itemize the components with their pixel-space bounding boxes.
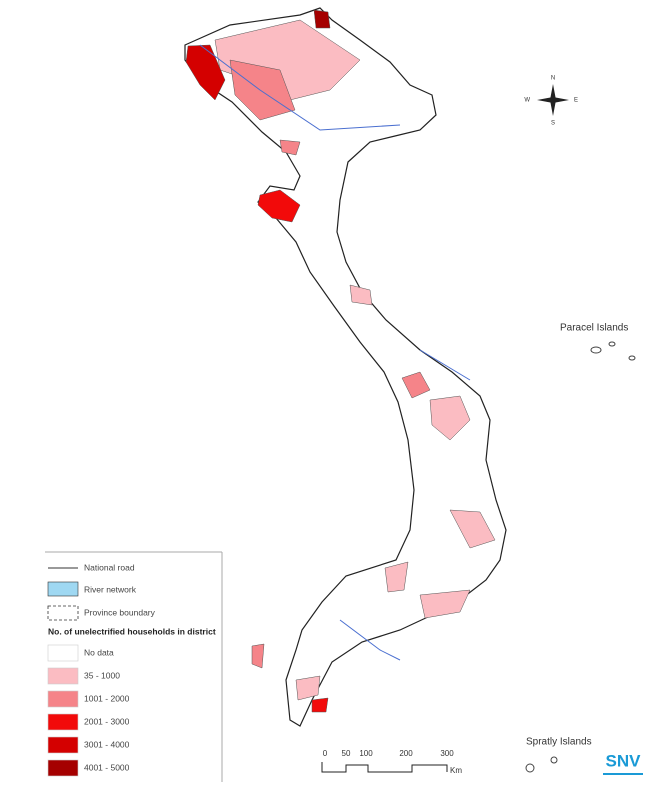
district — [257, 189, 301, 223]
legend: National road River network Province bou… — [45, 551, 223, 782]
compass: N S E W — [524, 76, 578, 127]
district — [295, 675, 321, 701]
river — [419, 349, 471, 381]
scale-label: 100 — [359, 749, 373, 758]
compass-label: E — [574, 98, 578, 104]
district — [229, 59, 296, 121]
legend-swatch — [47, 644, 79, 662]
island — [628, 355, 636, 361]
legend-swatch — [47, 713, 79, 731]
district — [185, 44, 226, 101]
legend-label: National road — [84, 562, 135, 572]
legend-swatch — [47, 605, 79, 621]
scale-line — [321, 762, 448, 773]
legend-label: 35 - 1000 — [84, 670, 120, 680]
scale-bar: 0 50 100 200 300 Km — [321, 749, 462, 775]
scale-label: 200 — [399, 749, 413, 758]
district — [419, 589, 471, 619]
legend-title: No. of unelectrified households in distr… — [48, 626, 216, 636]
district — [401, 371, 431, 399]
island — [590, 346, 602, 354]
river — [199, 44, 401, 131]
island — [608, 341, 616, 347]
legend-label: Province boundary — [84, 607, 156, 617]
rivers — [199, 44, 471, 661]
legend-classes: No data 35 - 1000 1001 - 2000 2001 - 3000 30… — [47, 644, 130, 777]
legend-swatch — [47, 759, 79, 777]
district — [251, 643, 265, 669]
scale-label: 0 — [323, 749, 328, 758]
district — [384, 561, 409, 593]
district — [313, 9, 331, 29]
district — [449, 509, 496, 549]
island-label: Spratly Islands — [526, 737, 592, 748]
legend-label: 3001 - 4000 — [84, 739, 130, 749]
legend-swatch — [47, 667, 79, 685]
scale-unit: Km — [450, 766, 462, 775]
legend-label: No data — [84, 647, 114, 657]
scale-label: 50 — [342, 749, 351, 758]
district — [279, 139, 301, 156]
islands — [525, 341, 636, 773]
legend-label: 4001 - 5000 — [84, 762, 130, 772]
legend-label: 1001 - 2000 — [84, 693, 130, 703]
island — [525, 763, 535, 773]
legend-swatch — [47, 736, 79, 754]
river — [339, 619, 401, 661]
district — [311, 697, 329, 713]
district-fills — [185, 9, 496, 713]
compass-label: S — [551, 121, 555, 127]
logo: SNV — [606, 751, 642, 770]
legend-swatch — [47, 690, 79, 708]
legend-label: River network — [84, 584, 137, 594]
compass-rose — [537, 97, 569, 103]
compass-label: N — [551, 76, 555, 82]
country — [184, 7, 507, 727]
compass-label: W — [524, 98, 530, 104]
district — [429, 395, 471, 441]
logo-box — [601, 750, 645, 776]
district — [349, 284, 373, 306]
scale-label: 300 — [440, 749, 454, 758]
island — [550, 756, 558, 764]
island-label: Paracel Islands — [560, 323, 628, 334]
legend-label: 2001 - 3000 — [84, 716, 130, 726]
legend-swatch — [47, 581, 79, 597]
